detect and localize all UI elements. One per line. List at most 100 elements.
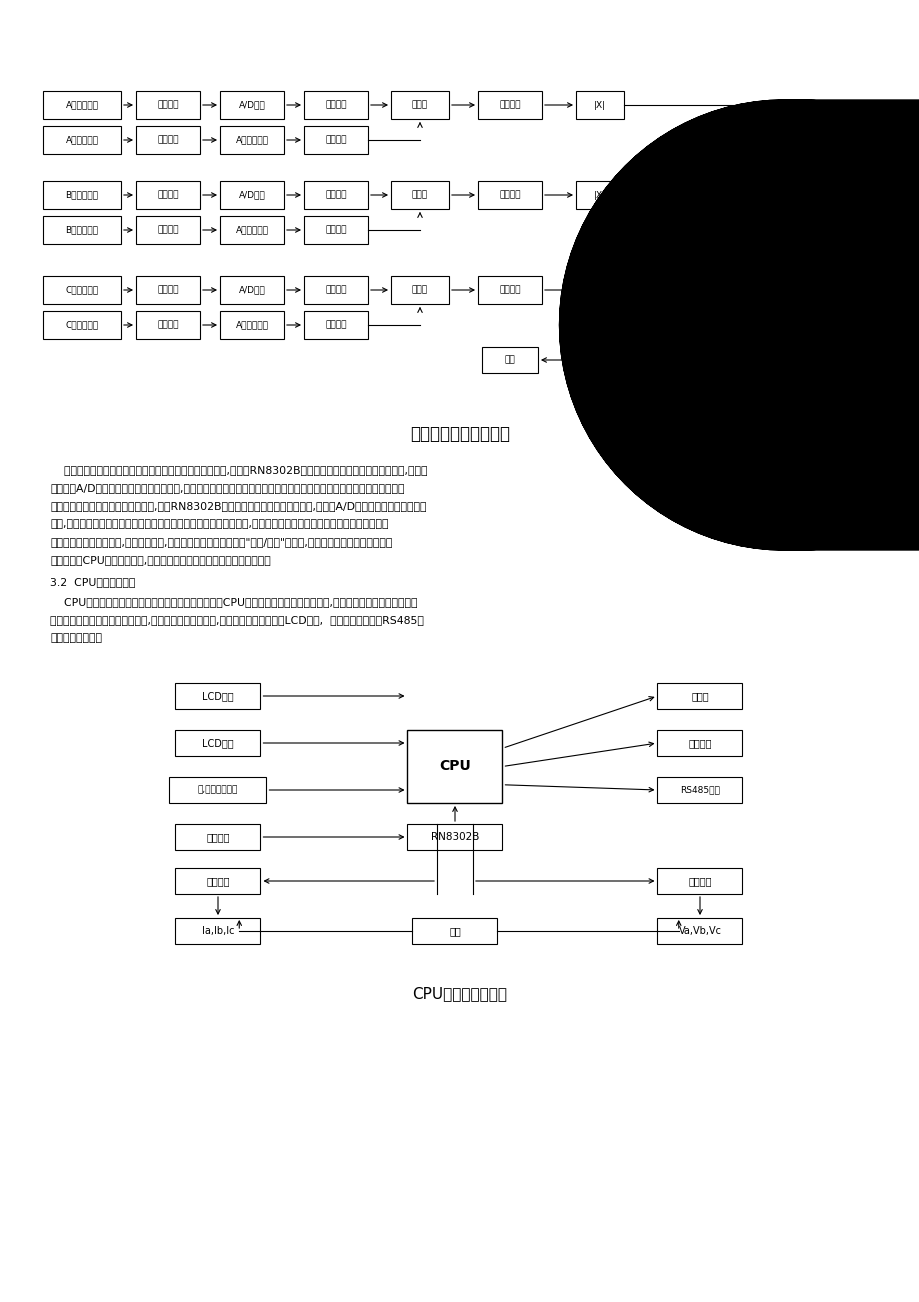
Text: A相电流信号: A相电流信号: [235, 225, 268, 234]
Bar: [391, 91, 448, 118]
Text: Ia,Ib,Ic: Ia,Ib,Ic: [201, 926, 234, 936]
Bar: [303, 311, 368, 339]
Bar: [575, 91, 623, 118]
Text: A相电流信号: A相电流信号: [235, 320, 268, 329]
Bar: [220, 91, 284, 118]
Text: A相电压信号: A相电压信号: [65, 135, 98, 145]
Bar: [220, 126, 284, 154]
Text: 校表输出: 校表输出: [206, 832, 230, 842]
Text: 红外通信: 红外通信: [687, 738, 711, 749]
Bar: [657, 730, 742, 756]
Bar: [407, 730, 502, 803]
Text: 功率通过数字低通滤波器,进行积分处理,然后进行绝对值累加后进入"数字/频率"转换器,经过分频电路输出的脉冲经过: 功率通过数字低通滤波器,进行积分处理,然后进行绝对值累加后进入"数字/频率"转换…: [50, 536, 391, 547]
Bar: [303, 276, 368, 303]
Text: 高通滤波: 高通滤波: [325, 100, 346, 109]
Bar: [43, 181, 121, 210]
Bar: [478, 276, 541, 303]
Bar: [803, 311, 891, 339]
Text: B相电流信号: B相电流信号: [65, 190, 98, 199]
Bar: [43, 276, 121, 303]
Bar: [303, 91, 368, 118]
Bar: [176, 730, 260, 756]
Bar: [43, 216, 121, 243]
Bar: [657, 868, 742, 894]
Text: 差放信号: 差放信号: [157, 225, 178, 234]
Text: CPU: CPU: [584, 320, 605, 329]
Text: 数字/频率转换: 数字/频率转换: [830, 320, 864, 329]
Bar: [136, 216, 199, 243]
Text: 电能计量单元工作原理: 电能计量单元工作原理: [410, 424, 509, 443]
Bar: [176, 684, 260, 710]
Bar: [220, 216, 284, 243]
Bar: [136, 181, 199, 210]
Text: CPU通过通讯端口读取计量芯片的数据并进行处理。CPU在系统（电能表程序）指令下,根据数据存储器中的记忆及仪: CPU通过通讯端口读取计量芯片的数据并进行处理。CPU在系统（电能表程序）指令下…: [50, 598, 417, 607]
Text: 有储器: 有储器: [690, 691, 708, 700]
Bar: [575, 181, 623, 210]
Bar: [136, 126, 199, 154]
Text: 表常数计算出有功和无功的电量值,再转存到内部存储器中,存储的数据既可以通过LCD显示,  又可以通过红外和RS485两: 表常数计算出有功和无功的电量值,再转存到内部存储器中,存储的数据既可以通过LCD…: [50, 615, 424, 625]
Bar: [169, 777, 267, 803]
Bar: [176, 824, 260, 850]
Bar: [657, 684, 742, 710]
Bar: [136, 91, 199, 118]
Bar: [478, 181, 541, 210]
Text: A相电流信号: A相电流信号: [235, 135, 268, 145]
Text: 差放信号: 差放信号: [157, 320, 178, 329]
Bar: [303, 126, 368, 154]
Text: |X|: |X|: [594, 285, 606, 294]
Bar: [136, 276, 199, 303]
Text: 高通滤波: 高通滤波: [325, 190, 346, 199]
Bar: [412, 918, 497, 944]
Text: 乘法器: 乘法器: [412, 190, 427, 199]
Text: 差放电路: 差放电路: [157, 100, 178, 109]
Text: 差放电路: 差放电路: [157, 190, 178, 199]
Text: |X|: |X|: [594, 100, 606, 109]
Bar: [657, 777, 742, 803]
Text: Σ: Σ: [782, 201, 796, 220]
Text: 3.2  CPU单元工作原理: 3.2 CPU单元工作原理: [50, 577, 135, 587]
Bar: [136, 311, 199, 339]
Text: 种通迅方式输出。: 种通迅方式输出。: [50, 633, 102, 643]
Text: 量的电能电压信号经过电阻分压取样,通过RN8302B芯片内部的差放电路将信号放大,再经过A/D转换成与其成比例的数字: 量的电能电压信号经过电阻分压取样,通过RN8302B芯片内部的差放电路将信号放大…: [50, 501, 426, 510]
Bar: [176, 868, 260, 894]
Text: RS485通信: RS485通信: [679, 785, 720, 794]
Bar: [43, 126, 121, 154]
Text: CPU单元工作原理图: CPU单元工作原理图: [412, 986, 507, 1001]
Text: 低通滤波: 低通滤波: [499, 190, 520, 199]
Text: 电流采样: 电流采样: [206, 876, 230, 885]
Text: 乘法器: 乘法器: [412, 100, 427, 109]
Text: 差放信号: 差放信号: [157, 135, 178, 145]
Bar: [657, 918, 742, 944]
Bar: [478, 91, 541, 118]
Bar: [407, 824, 502, 850]
Text: 电压采样: 电压采样: [687, 876, 711, 885]
Bar: [43, 91, 121, 118]
Text: 低通滤波: 低通滤波: [499, 100, 520, 109]
Text: A/D转换: A/D转换: [238, 190, 265, 199]
Bar: [482, 348, 538, 372]
Bar: [43, 311, 121, 339]
Text: A相电流信号: A相电流信号: [65, 100, 98, 109]
Text: 校表: 校表: [505, 355, 515, 365]
Text: CPU: CPU: [438, 759, 471, 773]
Text: A/D转换: A/D转换: [238, 285, 265, 294]
Bar: [176, 918, 260, 944]
Text: A/D转换: A/D转换: [238, 100, 265, 109]
Text: 被计量的每一相电能的电流通过互感器采样得到电压信号,再通过RN8302B芯片内部的差放电路将电压信号放大,放大的: 被计量的每一相电能的电流通过互感器采样得到电压信号,再通过RN8302B芯片内部…: [50, 465, 427, 475]
Text: Va,Vb,Vc: Va,Vb,Vc: [678, 926, 720, 936]
Text: |X|: |X|: [594, 190, 606, 199]
Text: 电源: 电源: [448, 926, 460, 936]
Bar: [220, 181, 284, 210]
Text: 高通滤波: 高通滤波: [325, 285, 346, 294]
Text: C相电流信号: C相电流信号: [65, 285, 98, 294]
Text: 低通滤波: 低通滤波: [499, 285, 520, 294]
Bar: [220, 276, 284, 303]
Bar: [391, 181, 448, 210]
Text: 相位校正: 相位校正: [325, 225, 346, 234]
Text: LCD驱动: LCD驱动: [202, 738, 233, 749]
Text: 隔离后送入CPU单元进行处理,分别记录有功和无功的总电量及反向电量。: 隔离后送入CPU单元进行处理,分别记录有功和无功的总电量及反向电量。: [50, 555, 270, 565]
Text: 信号,进入数字乘法器的另一个输入端与电流通道的信号进行乘法运算,完成被计量电能的瞬时功率测量。每相输出瞬时: 信号,进入数字乘法器的另一个输入端与电流通道的信号进行乘法运算,完成被计量电能的…: [50, 519, 388, 529]
Text: 有,无功数据接口: 有,无功数据接口: [198, 785, 238, 794]
Text: LCD显示: LCD显示: [202, 691, 233, 700]
Text: C相电压信号: C相电压信号: [65, 320, 98, 329]
